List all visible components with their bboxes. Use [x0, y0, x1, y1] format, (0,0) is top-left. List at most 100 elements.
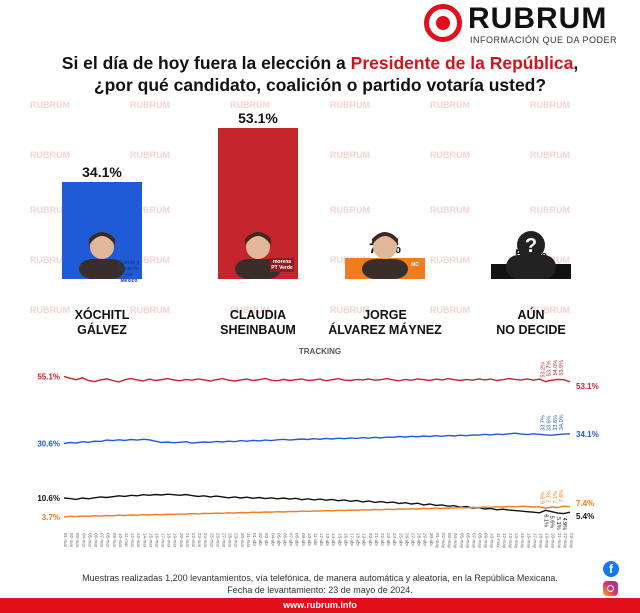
title-part-1: Si el día de hoy fuera la elección a [61, 53, 351, 73]
x-tick-label: 09-mar [112, 533, 117, 548]
x-tick-label: 07-may [471, 533, 476, 549]
x-tick-label: 14-mar [142, 533, 147, 548]
party-logo-badge: MC [409, 262, 421, 268]
recent-value-label: 7.1% [553, 491, 559, 504]
series-line [63, 432, 571, 445]
x-tick-label: 03-abr [264, 533, 269, 547]
title-highlight: Presidente de la República [350, 53, 574, 73]
x-tick-label: 05-abr [276, 533, 281, 547]
watermark-text: RUBRUM [430, 255, 470, 265]
instagram-icon[interactable] [603, 581, 618, 596]
series-end-label: 34.1% [576, 430, 599, 439]
series-end-label: 53.1% [576, 382, 599, 391]
footnote: Muestras realizadas 1,200 levantamientos… [0, 572, 640, 596]
watermark-text: RUBRUM [130, 100, 170, 110]
x-tick-label: 01-abr [252, 533, 257, 547]
x-tick-label: 29-abr [423, 533, 428, 547]
x-tick-label: 14-abr [331, 533, 336, 547]
x-tick-label: 22-may [563, 533, 568, 549]
watermark-text: RUBRUM [130, 255, 170, 265]
logo-ring-icon [424, 4, 462, 42]
x-tick-label: 10-mar [118, 533, 123, 548]
recent-value-label: 6.1% [543, 514, 549, 527]
x-tick-label: 20-abr [368, 533, 373, 547]
recent-value-label: 7.3% [547, 490, 553, 503]
candidate-photo [233, 225, 283, 279]
x-tick-label: 23-mar [197, 533, 202, 548]
x-tick-label: 26-mar [215, 533, 220, 548]
watermark-text: RUBRUM [330, 100, 370, 110]
watermark-text: RUBRUM [30, 305, 70, 315]
x-tick-label: 09-may [484, 533, 489, 549]
x-tick-label: 16-mar [154, 533, 159, 548]
x-tick-label: 19-may [545, 533, 550, 549]
x-tick-label: 22-mar [191, 533, 196, 548]
watermark-text: RUBRUM [230, 305, 270, 315]
x-tick-label: 15-may [520, 533, 525, 549]
tracking-line-chart: 01-mar 02-mar 03-mar 04-mar 05-mar 06-mar 07-m… [37, 360, 599, 549]
x-tick-label: 01-may [435, 533, 440, 549]
x-tick-label: 05-mar [87, 533, 92, 548]
x-tick-label: 08-mar [106, 533, 111, 548]
recent-value-label: 33.8% [553, 415, 559, 431]
series-start-label: 30.6% [37, 439, 60, 448]
x-tick-label: 18-mar [167, 533, 172, 548]
x-tick-label: 15-abr [337, 533, 342, 547]
x-tick-label: 13-mar [136, 533, 141, 548]
watermark-text: RUBRUM [330, 150, 370, 160]
footer-url[interactable]: www.rubrum.info [283, 600, 357, 610]
facebook-icon[interactable]: f [603, 561, 619, 577]
candidate-name: AÚN NO DECIDE [456, 308, 606, 338]
x-tick-label: 07-mar [100, 533, 105, 548]
x-tick-label: 10-may [490, 533, 495, 549]
x-tick-label: 21-abr [374, 533, 379, 547]
candidate-name-line: ÁLVAREZ MÁYNEZ [328, 323, 442, 337]
x-tick-label: 23-abr [386, 533, 391, 547]
candidate-name-line: JORGE [363, 308, 407, 322]
x-tick-label: 03-mar [75, 533, 80, 548]
candidate-name-line: XÓCHITL [74, 308, 130, 322]
series-end-label: 5.4% [576, 512, 594, 521]
x-tick-label: 26-abr [404, 533, 409, 547]
watermark-text: RUBRUM [130, 305, 170, 315]
x-tick-label: 11-may [496, 533, 501, 548]
candidate-name-line: NO DECIDE [496, 323, 566, 337]
x-tick-label: 13-abr [325, 533, 330, 547]
recent-value-label: 6.9% [541, 491, 547, 504]
footnote-line-1: Muestras realizadas 1,200 levantamientos… [82, 573, 558, 583]
x-tick-label: 25-mar [209, 533, 214, 548]
x-tick-label: 06-abr [282, 533, 287, 547]
series-end-label: 7.4% [576, 499, 594, 508]
x-tick-label: 01-mar [63, 533, 68, 548]
chart-title: Si el día de hoy fuera la elección a Pre… [0, 52, 640, 96]
x-tick-label: 30-mar [240, 533, 245, 548]
x-tick-label: 20-mar [179, 533, 184, 548]
candidate-name: CLAUDIA SHEINBAUM [183, 308, 333, 338]
x-tick-label: 29-mar [234, 533, 239, 548]
watermark-text: RUBRUM [30, 205, 70, 215]
x-tick-label: 18-may [539, 533, 544, 549]
x-tick-label: 16-may [526, 533, 531, 549]
candidate-name: JORGE ÁLVAREZ MÁYNEZ [310, 308, 460, 338]
x-tick-label: 17-may [532, 533, 537, 549]
watermark-text: RUBRUM [30, 100, 70, 110]
watermark-text: RUBRUM [530, 205, 570, 215]
series-line [63, 505, 571, 518]
logo-wordmark: RUBRUM [468, 2, 608, 35]
x-tick-label: 08-abr [295, 533, 300, 547]
recent-value-label: 54.0% [553, 360, 559, 376]
recent-value-label: 53.9% [559, 360, 565, 376]
x-tick-label: 30-abr [429, 533, 434, 547]
candidate-name: XÓCHITL GÁLVEZ [27, 308, 177, 338]
x-tick-label: 05-may [459, 533, 464, 549]
x-tick-label: 22-abr [380, 533, 385, 547]
candidate-name-line: GÁLVEZ [77, 323, 127, 337]
x-tick-label: 12-abr [319, 533, 324, 547]
bar-value-label: 53.1% [238, 110, 278, 126]
x-tick-label: 17-mar [161, 533, 166, 548]
watermark-text: RUBRUM [530, 100, 570, 110]
x-tick-label: 08-may [478, 533, 483, 549]
footnote-line-2: Fecha de levantamiento: 23 de mayo de 20… [227, 585, 413, 595]
x-tick-label: 31-mar [246, 533, 251, 548]
x-tick-label: 04-abr [270, 533, 275, 547]
